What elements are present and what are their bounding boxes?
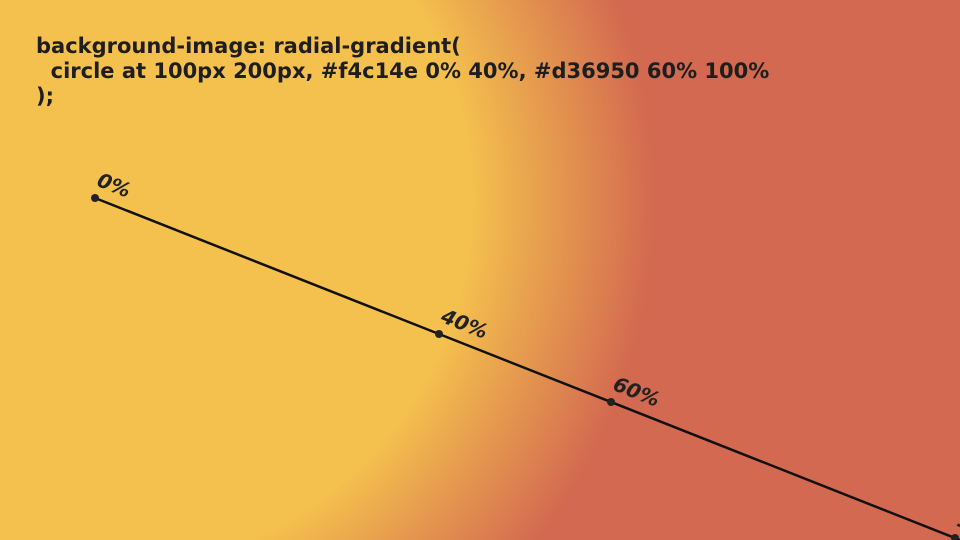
code-line: );	[36, 84, 54, 109]
gradient-ray	[94, 196, 960, 540]
stop-dot	[91, 194, 99, 202]
stop-dot	[607, 398, 615, 406]
code-block: background-image: radial-gradient( circl…	[36, 34, 769, 110]
code-line: background-image: radial-gradient(	[36, 34, 461, 58]
stop-label: 100%	[954, 508, 960, 540]
stop-label: 0%	[94, 168, 134, 203]
stop-dot	[951, 534, 959, 540]
code-line: circle at 100px 200px, #f4c14e 0% 40%, #…	[36, 59, 770, 84]
stop-dot	[435, 330, 443, 338]
